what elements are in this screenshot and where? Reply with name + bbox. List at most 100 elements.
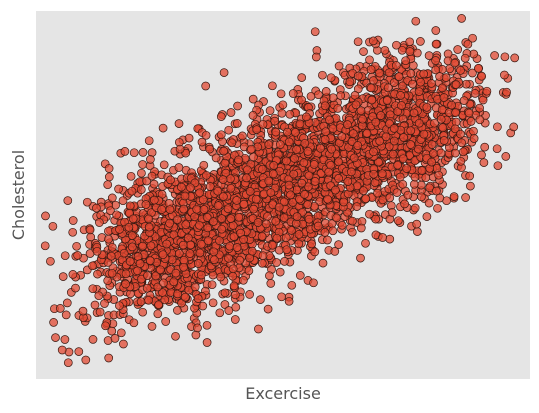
- scatter-point: [266, 279, 276, 288]
- scatter-point: [179, 262, 188, 272]
- scatter-point: [198, 301, 208, 311]
- scatter-point: [174, 119, 184, 128]
- scatter-point: [199, 205, 209, 214]
- scatter-point: [272, 258, 281, 267]
- scatter-point: [502, 87, 511, 97]
- scatter-point: [353, 37, 363, 47]
- scatter-point: [201, 130, 211, 140]
- scatter-point: [380, 45, 390, 55]
- scatter-point: [107, 268, 117, 278]
- scatter-point: [157, 205, 167, 214]
- scatter-point: [366, 83, 376, 93]
- scatter-point: [382, 96, 392, 105]
- scatter-point: [413, 227, 422, 236]
- scatter-point: [384, 68, 394, 78]
- scatter-point: [199, 160, 209, 170]
- scatter-point: [230, 315, 240, 324]
- scatter-point: [219, 146, 229, 156]
- scatter-point: [219, 192, 228, 201]
- scatter-point: [311, 52, 321, 62]
- scatter-point: [158, 123, 168, 133]
- scatter-point: [477, 150, 486, 160]
- scatter-point: [242, 173, 251, 183]
- scatter-point: [220, 288, 230, 298]
- scatter-point: [451, 108, 460, 117]
- scatter-point: [147, 322, 157, 331]
- scatter-point: [226, 174, 235, 184]
- scatter-point: [226, 214, 236, 223]
- scatter-point: [318, 258, 328, 268]
- scatter-point: [223, 204, 233, 214]
- scatter-point: [106, 206, 115, 216]
- scatter-point: [184, 133, 194, 143]
- scatter-point: [414, 144, 423, 154]
- scatter-point: [257, 231, 267, 241]
- scatter-point: [321, 127, 331, 137]
- scatter-point: [153, 309, 163, 319]
- scatter-point: [180, 191, 190, 201]
- scatter-point: [353, 141, 363, 150]
- scatter-point: [349, 153, 359, 163]
- scatter-point: [403, 190, 413, 200]
- scatter-point: [141, 200, 151, 209]
- scatter-point: [367, 95, 377, 105]
- scatter-point: [282, 156, 291, 166]
- scatter-point: [124, 222, 134, 232]
- scatter-point: [316, 143, 325, 153]
- scatter-point: [179, 204, 189, 214]
- scatter-point: [378, 233, 387, 242]
- scatter-point: [427, 157, 436, 167]
- scatter-point: [203, 223, 213, 233]
- scatter-point: [474, 64, 483, 73]
- scatter-point: [136, 185, 146, 195]
- scatter-point: [85, 225, 95, 235]
- scatter-point: [297, 73, 307, 82]
- scatter-point: [510, 53, 520, 63]
- scatter-point: [313, 221, 323, 231]
- scatter-point: [291, 128, 300, 137]
- scatter-point: [306, 91, 316, 101]
- scatter-point: [161, 317, 171, 326]
- scatter-point: [144, 136, 154, 146]
- scatter-point: [68, 227, 78, 237]
- scatter-point: [303, 147, 313, 156]
- scatter-point: [180, 292, 190, 302]
- scatter-point: [257, 258, 267, 268]
- scatter-point: [466, 181, 475, 191]
- scatter-point: [309, 160, 319, 169]
- scatter-point: [449, 192, 459, 201]
- scatter-point: [57, 345, 67, 355]
- scatter-point: [185, 249, 195, 258]
- scatter-point: [125, 201, 135, 211]
- scatter-point: [328, 124, 338, 134]
- scatter-point: [414, 87, 424, 96]
- scatter-point: [275, 140, 285, 149]
- scatter-point: [325, 115, 334, 125]
- scatter-point: [391, 61, 401, 70]
- scatter-point: [492, 144, 502, 154]
- scatter-point: [376, 111, 386, 120]
- scatter-point: [465, 171, 475, 181]
- scatter-point: [186, 240, 195, 250]
- scatter-point: [263, 212, 272, 221]
- scatter-point: [195, 248, 205, 258]
- scatter-point: [346, 167, 356, 177]
- scatter-point: [121, 279, 130, 289]
- scatter-point: [385, 234, 395, 244]
- scatter-point: [274, 202, 284, 212]
- scatter-point: [114, 184, 123, 194]
- scatter-point: [68, 216, 78, 225]
- scatter-point: [361, 238, 370, 248]
- scatter-point: [142, 176, 151, 186]
- scatter-point: [453, 45, 463, 54]
- scatter-point: [209, 217, 218, 226]
- scatter-point: [78, 306, 88, 316]
- scatter-point: [256, 295, 265, 304]
- scatter-point: [328, 93, 338, 103]
- scatter-point: [149, 179, 159, 189]
- scatter-point: [352, 202, 362, 211]
- scatter-point: [233, 101, 242, 111]
- scatter-point: [307, 239, 317, 249]
- scatter-point: [119, 339, 128, 349]
- scatter-point: [373, 188, 382, 198]
